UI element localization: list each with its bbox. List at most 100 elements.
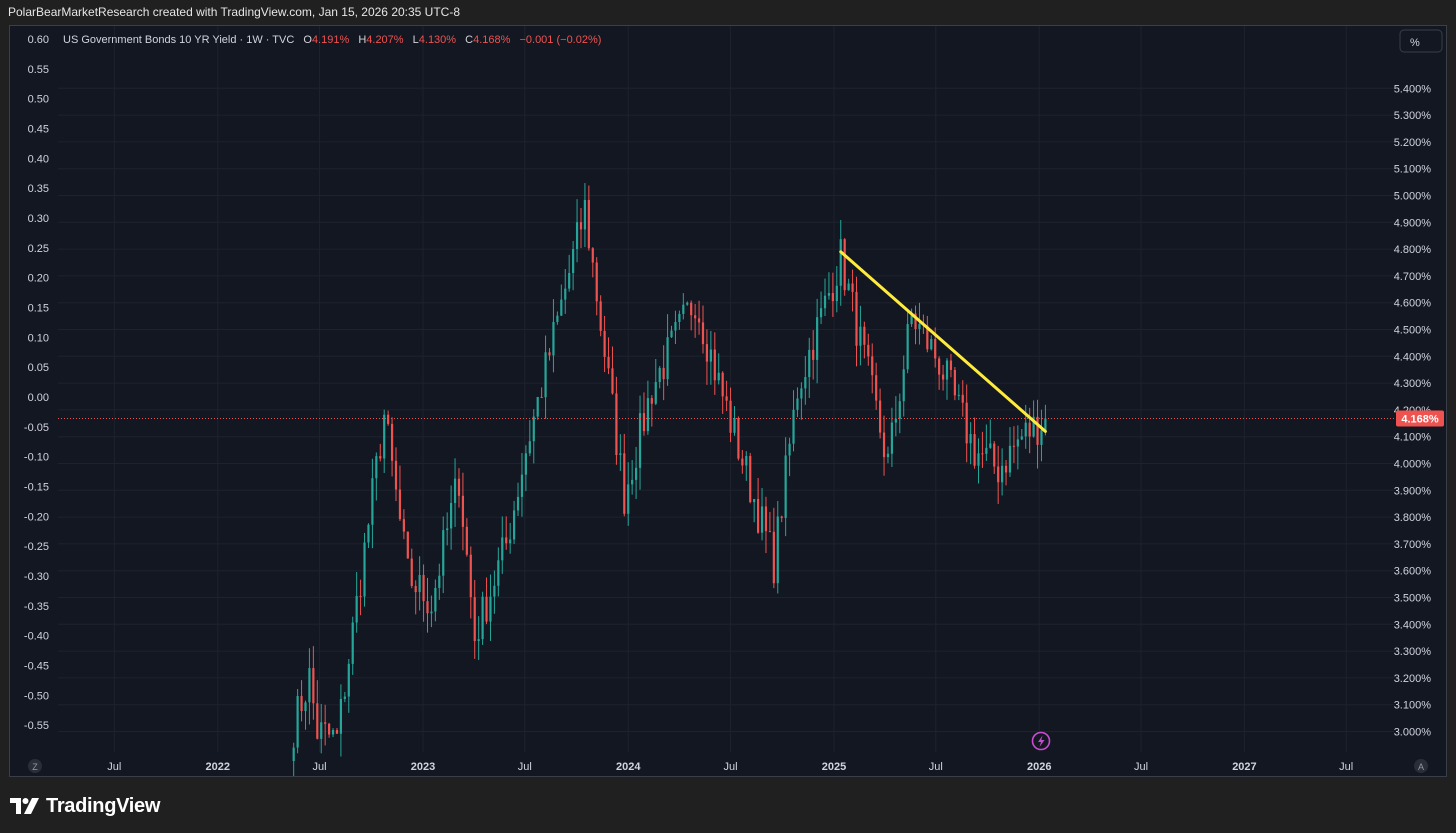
time-axis-tick-label: Jul (313, 761, 327, 773)
candle (402, 509, 405, 540)
candle (894, 396, 897, 437)
right-axis: 5.400% 5.300% 5.200% 5.100% 5.000% 4.900% 4.80… (1394, 83, 1432, 738)
candle (949, 353, 953, 378)
candle (324, 704, 327, 746)
left-axis-tick-label: 0.30 (28, 213, 49, 225)
candle (941, 364, 945, 391)
candle (406, 531, 409, 559)
candle (717, 353, 720, 385)
candle (548, 348, 551, 361)
candle (804, 356, 807, 405)
candle (595, 257, 598, 316)
right-axis-tick-label: 3.900% (1394, 485, 1432, 497)
candle (906, 310, 909, 374)
candle (690, 300, 693, 331)
candle (335, 727, 339, 734)
candle (843, 238, 846, 296)
percent-scale-label: % (1410, 37, 1420, 49)
candle (1040, 409, 1043, 462)
left-axis-tick-label: -0.40 (24, 631, 49, 643)
candle (831, 272, 834, 317)
right-axis-tick-label: 3.700% (1394, 539, 1432, 551)
candle (631, 460, 634, 495)
candle (985, 424, 988, 461)
time-axis-tick-label: 2026 (1027, 761, 1051, 773)
right-axis-tick-label: 5.300% (1394, 110, 1432, 122)
candle (312, 646, 315, 720)
candle (461, 472, 465, 551)
right-axis-tick-label: 4.500% (1394, 325, 1432, 337)
candle (587, 185, 590, 251)
candle (359, 579, 362, 616)
time-axis-tick-label: 2025 (822, 761, 846, 773)
candle (316, 680, 319, 740)
candle (296, 689, 299, 754)
percent-scale-button[interactable]: % (1399, 29, 1443, 53)
left-axis-tick-label: 0.05 (28, 362, 49, 374)
candle (1012, 426, 1016, 463)
candle (414, 580, 417, 615)
zoom-corner-label: Z (32, 762, 38, 772)
lightning-event-icon[interactable] (1031, 731, 1051, 751)
candle (627, 462, 630, 526)
candle (599, 295, 602, 337)
candle (697, 300, 701, 335)
right-axis-tick-label: 4.800% (1394, 244, 1432, 256)
time-axis-tick-label: Jul (518, 761, 532, 773)
last-price-value: 4.168% (1401, 413, 1439, 425)
zoom-corner-button[interactable]: Z (28, 759, 42, 773)
candle (709, 330, 712, 385)
candlestick-chart[interactable]: 0.60 0.55 0.50 0.45 0.40 0.35 0.30 0.25 0.20 0.15… (10, 26, 1446, 776)
candle (410, 548, 413, 589)
trendline (839, 250, 1047, 433)
candle (446, 512, 449, 546)
candle-series (292, 183, 1047, 776)
candle (493, 570, 496, 614)
time-axis-tick-label: 2027 (1232, 761, 1256, 773)
legend-close-value: 4.168% (473, 34, 511, 46)
right-axis-tick-label: 3.100% (1394, 700, 1432, 712)
candle (670, 325, 673, 338)
candle (453, 458, 457, 527)
candle (800, 382, 803, 420)
candle (1004, 460, 1008, 486)
candle (544, 335, 547, 419)
candle (768, 511, 772, 533)
candle (477, 616, 480, 661)
candle (662, 345, 665, 401)
candle (792, 390, 795, 452)
candle (989, 419, 992, 449)
chart-panel[interactable]: 0.60 0.55 0.50 0.45 0.40 0.35 0.30 0.25 0.20 0.15… (9, 25, 1447, 777)
candle (694, 303, 697, 338)
candle (536, 396, 539, 420)
candle (430, 595, 433, 628)
candle (646, 380, 649, 435)
candle (339, 684, 343, 757)
left-axis-tick-label: -0.25 (24, 541, 49, 553)
legend-low-value: 4.130% (419, 34, 457, 46)
left-axis-tick-label: 0.25 (28, 243, 49, 255)
candle (583, 183, 587, 248)
left-axis-tick-label: -0.30 (24, 571, 49, 583)
legend-change: −0.001 (−0.02%) (519, 34, 601, 46)
tradingview-footer: TradingView (10, 792, 160, 820)
downtrend-line[interactable] (839, 250, 1047, 433)
right-axis-tick-label: 3.400% (1394, 619, 1432, 631)
candle (823, 278, 827, 317)
candle (890, 407, 894, 468)
candle (579, 208, 583, 249)
candle (591, 247, 594, 278)
right-axis-tick-label: 5.200% (1394, 137, 1432, 149)
candle (886, 446, 890, 464)
candle (603, 315, 606, 373)
candle (654, 358, 657, 406)
time-axis-tick-label: 2024 (616, 761, 641, 773)
auto-scale-corner-button[interactable]: A (1414, 759, 1428, 773)
tradingview-logo-icon (10, 798, 39, 814)
candle (855, 276, 858, 367)
right-axis-tick-label: 4.000% (1394, 459, 1432, 471)
candle (1016, 425, 1019, 470)
tradingview-brand: TradingView (46, 794, 161, 817)
candle (367, 523, 370, 549)
candle (839, 219, 842, 306)
